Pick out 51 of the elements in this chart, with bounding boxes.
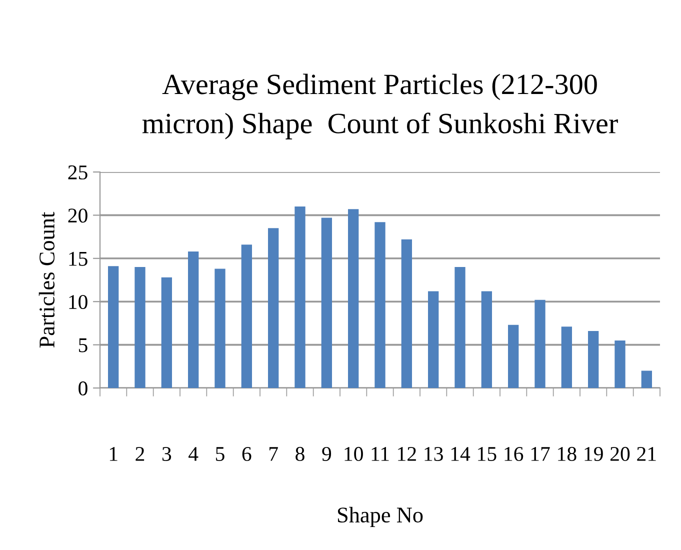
bar: [188, 251, 199, 388]
x-tick-label: 14: [451, 447, 470, 461]
x-tick-label: 19: [584, 446, 603, 461]
x-tick-label: 5: [216, 447, 224, 461]
bar: [134, 267, 146, 388]
bar: [588, 330, 599, 388]
x-tick-label: 21: [637, 446, 656, 461]
bar: [481, 291, 492, 388]
x-tick-label: 7: [270, 447, 278, 461]
bar: [534, 300, 546, 388]
x-tick-label: 2: [136, 446, 144, 461]
y-axis-title: Particles Count: [38, 212, 55, 348]
y-tick-label: 5: [78, 338, 88, 352]
bar: [321, 218, 332, 388]
x-tick-label: 4: [188, 447, 198, 461]
chart-title: Average Sediment Particles (212-300 micron) Shape Count of Sunkoshi River: [142, 74, 618, 140]
bar: [641, 370, 652, 388]
bar: [241, 244, 252, 388]
x-tick-label: 10: [344, 446, 363, 461]
bar: [508, 324, 519, 388]
bar: [428, 291, 439, 388]
x-tick-label: 6: [242, 446, 252, 461]
y-tick-label: 20: [68, 208, 88, 223]
x-tick-label: 9: [322, 446, 332, 461]
bar: [614, 340, 626, 388]
bar: [561, 326, 572, 388]
x-tick-label: 11: [372, 447, 389, 461]
bar: [294, 206, 306, 388]
bar: [214, 268, 226, 388]
bar: [108, 266, 119, 388]
y-tick-label: 15: [69, 252, 88, 266]
x-tick-label: 3: [162, 446, 172, 461]
x-tick-label: 15: [478, 447, 496, 461]
x-tick-label: 13: [424, 446, 443, 461]
bar: [268, 228, 279, 388]
bar: [401, 239, 412, 388]
x-tick-label: 16: [504, 446, 524, 461]
x-tick-label: 20: [610, 446, 630, 461]
x-tick-label: 17: [531, 447, 550, 461]
y-tick-label: 25: [68, 165, 88, 180]
x-tick-label: 1: [110, 447, 118, 461]
bar: [454, 267, 466, 388]
x-tick-label: 12: [398, 446, 416, 461]
bar: [374, 222, 386, 388]
bar: [161, 277, 172, 388]
bar: [348, 209, 359, 388]
x-tick-label: 18: [558, 446, 576, 461]
x-tick-label: 8: [296, 446, 304, 461]
x-axis-title: Shape No: [338, 506, 423, 528]
y-tick-label: 10: [69, 294, 88, 310]
y-tick-label: 0: [78, 381, 88, 396]
